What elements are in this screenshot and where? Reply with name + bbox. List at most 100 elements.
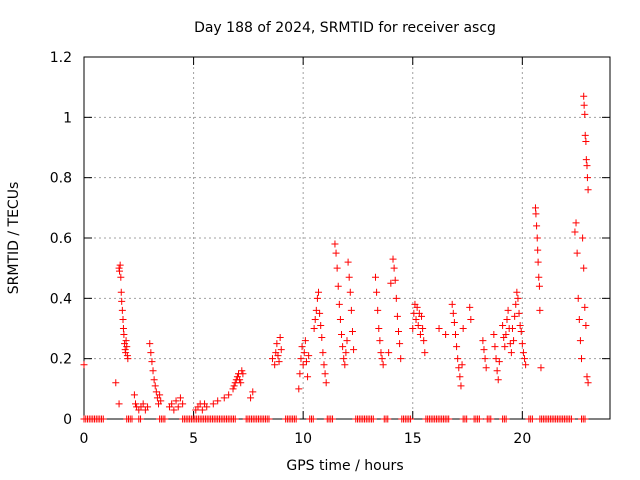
data-point: [512, 300, 520, 308]
data-point: [150, 376, 158, 384]
data-point: [116, 261, 124, 269]
data-point: [118, 306, 126, 314]
data-point: [581, 415, 589, 423]
data-point: [576, 337, 584, 345]
data-point: [455, 364, 463, 372]
x-tick-label: 10: [294, 431, 312, 447]
data-point: [336, 315, 344, 323]
y-axis: 0 0.2 0.4 0.6 0.8 1 1.2: [50, 50, 610, 428]
data-point: [274, 352, 282, 360]
data-point: [313, 294, 321, 302]
data-point: [487, 415, 495, 423]
data-point: [249, 388, 257, 396]
data-point: [329, 415, 337, 423]
data-point: [292, 415, 300, 423]
x-axis: 0 5 10 15 20: [80, 57, 531, 447]
data-point: [339, 343, 347, 351]
data-point: [511, 312, 519, 320]
data-point: [582, 137, 590, 145]
data-point: [203, 403, 211, 411]
data-point: [120, 331, 128, 339]
data-point: [214, 397, 222, 405]
data-point: [378, 355, 386, 363]
data-point: [535, 282, 543, 290]
data-point: [507, 349, 515, 357]
data-point: [147, 349, 155, 357]
data-point: [350, 346, 358, 354]
data-point: [341, 361, 349, 369]
data-point: [419, 325, 427, 332]
data-point: [322, 379, 330, 387]
data-point: [435, 325, 443, 332]
data-point: [573, 249, 581, 257]
data-point: [146, 340, 154, 348]
data-point: [209, 400, 217, 408]
data-point: [347, 306, 355, 314]
data-point: [231, 415, 239, 423]
data-point: [295, 385, 303, 393]
data-point: [137, 415, 145, 423]
data-point: [161, 415, 169, 423]
data-point: [479, 337, 487, 345]
data-point: [567, 415, 575, 423]
data-point: [445, 415, 453, 423]
data-point: [531, 204, 539, 212]
data-point: [309, 415, 317, 423]
x-tick-label: 15: [404, 431, 422, 447]
data-point: [572, 219, 580, 227]
data-point: [117, 288, 125, 296]
data-point: [301, 337, 309, 345]
data-point: [575, 315, 583, 323]
y-tick-label: 0.8: [50, 171, 72, 187]
data-point: [475, 415, 483, 423]
data-point: [310, 325, 318, 332]
y-tick-label: 0.2: [50, 352, 72, 368]
data-point: [320, 361, 328, 369]
y-tick-label: 0.6: [50, 231, 72, 247]
x-tick-label: 5: [189, 431, 198, 447]
data-point: [492, 355, 500, 363]
data-point: [521, 355, 529, 363]
data-point: [144, 403, 152, 411]
data-point: [379, 361, 387, 369]
data-point: [499, 321, 507, 329]
data-point: [331, 240, 339, 248]
data-point: [450, 318, 458, 326]
data-point: [493, 367, 501, 375]
data-point: [317, 321, 325, 329]
data-point: [391, 276, 399, 284]
data-point: [389, 255, 397, 263]
data-point: [533, 234, 541, 242]
data-point: [168, 400, 176, 408]
data-point: [396, 340, 404, 348]
data-point: [271, 361, 279, 369]
y-tick-label: 0: [63, 412, 72, 428]
data-point: [519, 349, 527, 357]
data-point: [582, 321, 590, 329]
data-point: [371, 273, 379, 281]
data-point: [584, 379, 592, 387]
data-point: [299, 361, 307, 369]
data-point: [534, 258, 542, 266]
data-point: [273, 340, 281, 348]
data-point: [502, 415, 510, 423]
data-point: [581, 303, 589, 311]
data-point: [122, 349, 130, 357]
data-points: [80, 92, 592, 423]
data-point: [342, 349, 350, 357]
data-point: [390, 264, 398, 272]
data-point: [374, 306, 382, 314]
data-point: [335, 300, 343, 308]
data-point: [457, 382, 465, 390]
data-point: [132, 400, 140, 408]
data-point: [385, 349, 393, 357]
data-point: [535, 273, 543, 281]
data-point: [528, 415, 536, 423]
data-point: [333, 264, 341, 272]
data-point: [503, 315, 511, 323]
data-point: [517, 328, 525, 336]
y-tick-label: 1.2: [50, 50, 72, 66]
data-point: [332, 249, 340, 257]
data-point: [123, 343, 131, 351]
